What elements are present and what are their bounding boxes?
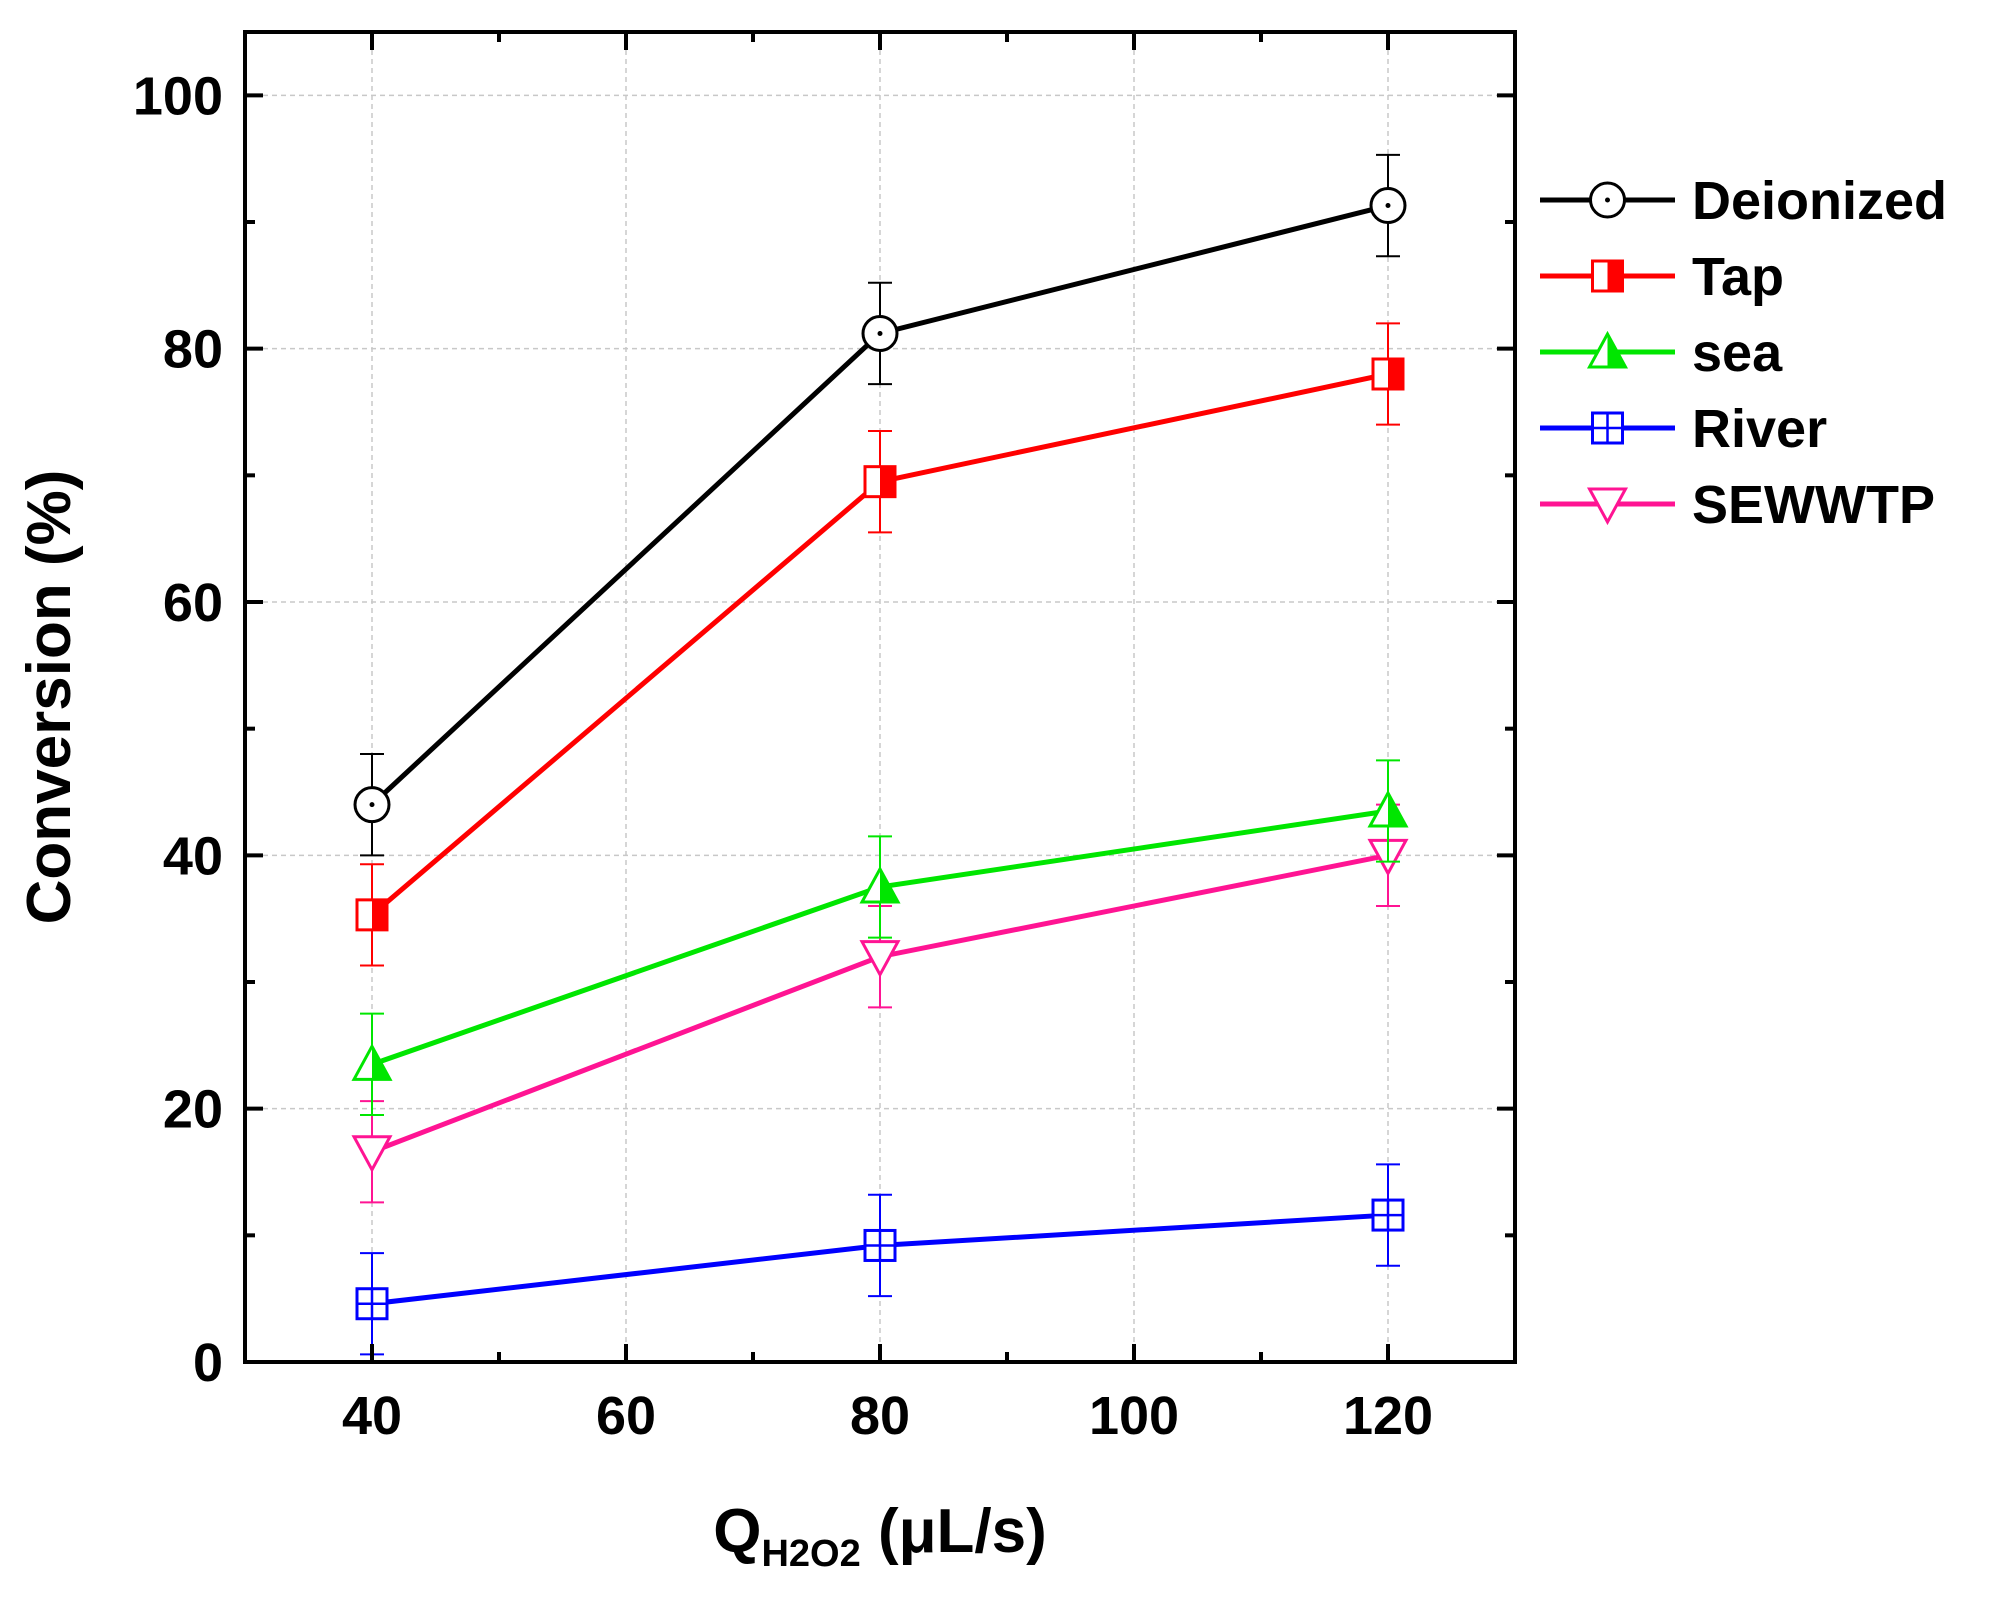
legend-label: sea xyxy=(1692,323,1783,383)
marker-triangle-fill xyxy=(880,869,898,902)
y-tick-label: 100 xyxy=(133,66,223,126)
legend-item-sea: sea xyxy=(1540,323,1783,383)
marker-square-fill xyxy=(880,466,895,497)
y-tick-label: 40 xyxy=(163,826,223,886)
series-tap xyxy=(355,322,1405,967)
marker-dot xyxy=(1385,203,1391,209)
x-tick-label: 120 xyxy=(1343,1386,1433,1446)
legend-label: Deionized xyxy=(1692,171,1947,231)
legend-label: River xyxy=(1692,399,1827,459)
marker-triangle-down xyxy=(859,940,901,978)
y-tick-label: 60 xyxy=(163,573,223,633)
marker-triangle-fill xyxy=(1388,793,1406,826)
grid xyxy=(245,32,1515,1362)
y-tick-label: 80 xyxy=(163,320,223,380)
x-tick-label: 40 xyxy=(342,1386,402,1446)
y-tick-label: 20 xyxy=(163,1080,223,1140)
legend-item-tap: Tap xyxy=(1540,247,1784,307)
legend: Deionized Tap sea River SEWWTP xyxy=(1540,171,1947,535)
series-layer xyxy=(351,153,1409,1356)
legend-item-river: River xyxy=(1540,399,1827,459)
marker-dot xyxy=(877,330,883,336)
marker-dot xyxy=(1605,197,1610,203)
legend-label: Tap xyxy=(1692,247,1784,307)
tick-labels: 40 60 80 100 120 0 20 40 60 80 100 xyxy=(133,66,1433,1446)
x-tick-label: 60 xyxy=(596,1386,656,1446)
x-axis-title-unit: (μL/s) xyxy=(861,1497,1047,1566)
x-tick-label: 80 xyxy=(850,1386,910,1446)
marker-triangle-fill xyxy=(1607,334,1626,367)
marker-triangle-down xyxy=(1586,487,1629,526)
marker-dot xyxy=(369,802,375,808)
x-axis-title-sub: H2O2 xyxy=(761,1533,860,1575)
axis-ticks xyxy=(245,32,1515,1364)
x-axis-title-main: Q xyxy=(713,1497,761,1566)
series-river xyxy=(355,1163,1405,1356)
x-tick-label: 100 xyxy=(1089,1386,1179,1446)
legend-item-deionized: Deionized xyxy=(1540,171,1947,231)
y-axis-title: Conversion (%) xyxy=(15,470,84,925)
y-tick-label: 0 xyxy=(193,1333,223,1393)
marker-square-fill xyxy=(1607,261,1623,291)
legend-label: SEWWTP xyxy=(1692,475,1935,535)
marker-square-fill xyxy=(1388,359,1403,389)
marker-square-fill xyxy=(372,899,387,930)
legend-item-sewwtp: SEWWTP xyxy=(1540,475,1935,535)
series-deionized xyxy=(353,153,1407,857)
marker-triangle-fill xyxy=(372,1046,390,1080)
series-sewwtp xyxy=(351,803,1409,1204)
marker-triangle-down xyxy=(351,1135,393,1173)
series-sea xyxy=(351,759,1409,1116)
x-axis-title: QH2O2 (μL/s) xyxy=(713,1497,1047,1575)
